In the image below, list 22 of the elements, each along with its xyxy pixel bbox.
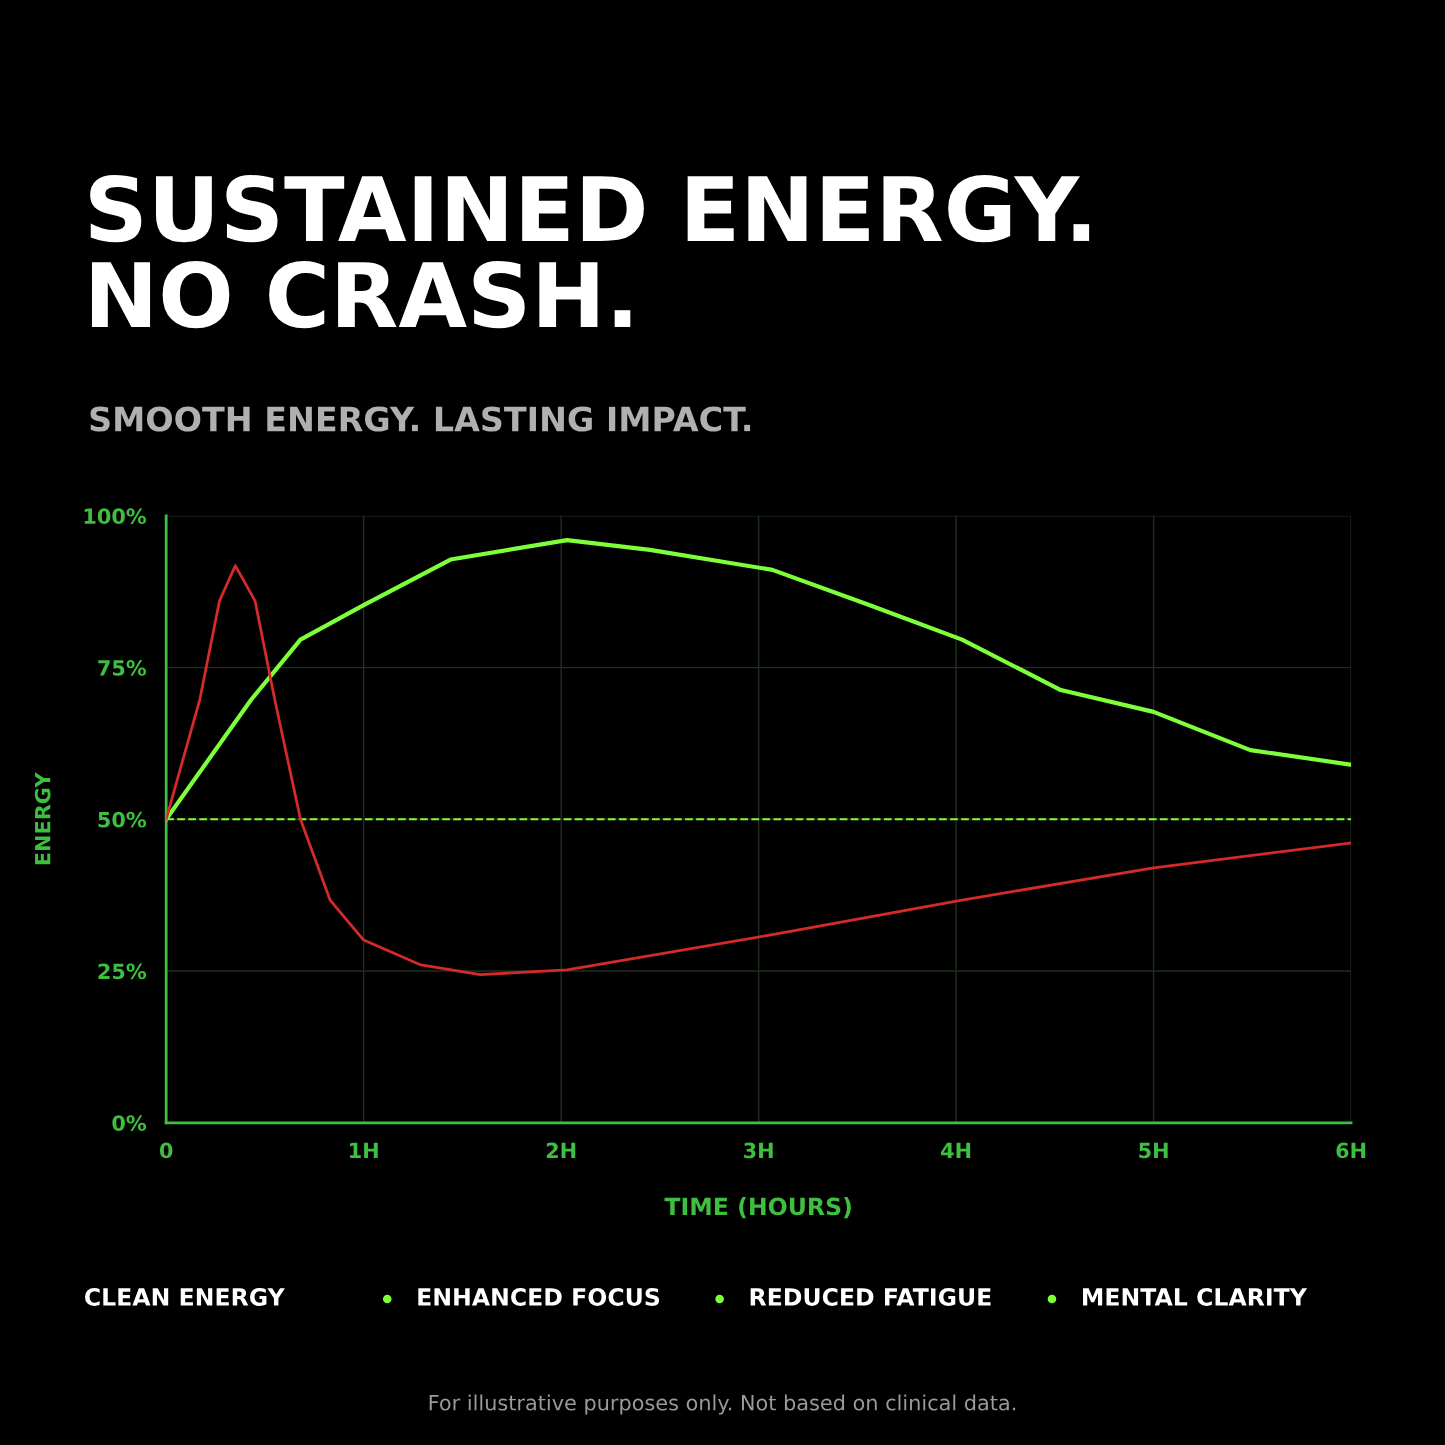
y-tick-label: 0% <box>112 1115 147 1131</box>
x-tick-label: 4H <box>941 1142 971 1159</box>
y-tick-label: 50% <box>98 811 147 828</box>
y-axis-title: ENERGY <box>34 772 51 865</box>
x-tick-label: 2H <box>546 1142 576 1159</box>
x-tick-label: 5H <box>1139 1142 1168 1159</box>
chart-subtitle: SMOOTH ENERGY. LASTING IMPACT. <box>90 406 751 432</box>
x-tick-label: 3H <box>744 1142 773 1159</box>
text: MENTAL CLARITY <box>1083 1288 1308 1306</box>
y-tick-label: 75% <box>98 660 147 676</box>
line-series <box>166 564 1352 977</box>
x-tick-label: 1H <box>350 1142 378 1159</box>
text: REDUCED FATIGUE <box>750 1288 991 1306</box>
text: For illustrative purposes only. Not based on clinical data. <box>429 1394 1016 1415</box>
x-axis-title: TIME (HOURS) <box>664 1197 851 1219</box>
chart-title: SUSTAINED ENERGY. NO CRASH. <box>90 174 1090 329</box>
x-tick-label: 6H <box>1336 1142 1366 1159</box>
x-tick-label: 0 <box>159 1142 173 1159</box>
y-tick-label: 100% <box>84 508 147 525</box>
text: CLEAN ENERGY <box>84 1288 285 1306</box>
y-tick-label: 25% <box>98 963 147 980</box>
text: ENHANCED FOCUS <box>418 1288 660 1306</box>
